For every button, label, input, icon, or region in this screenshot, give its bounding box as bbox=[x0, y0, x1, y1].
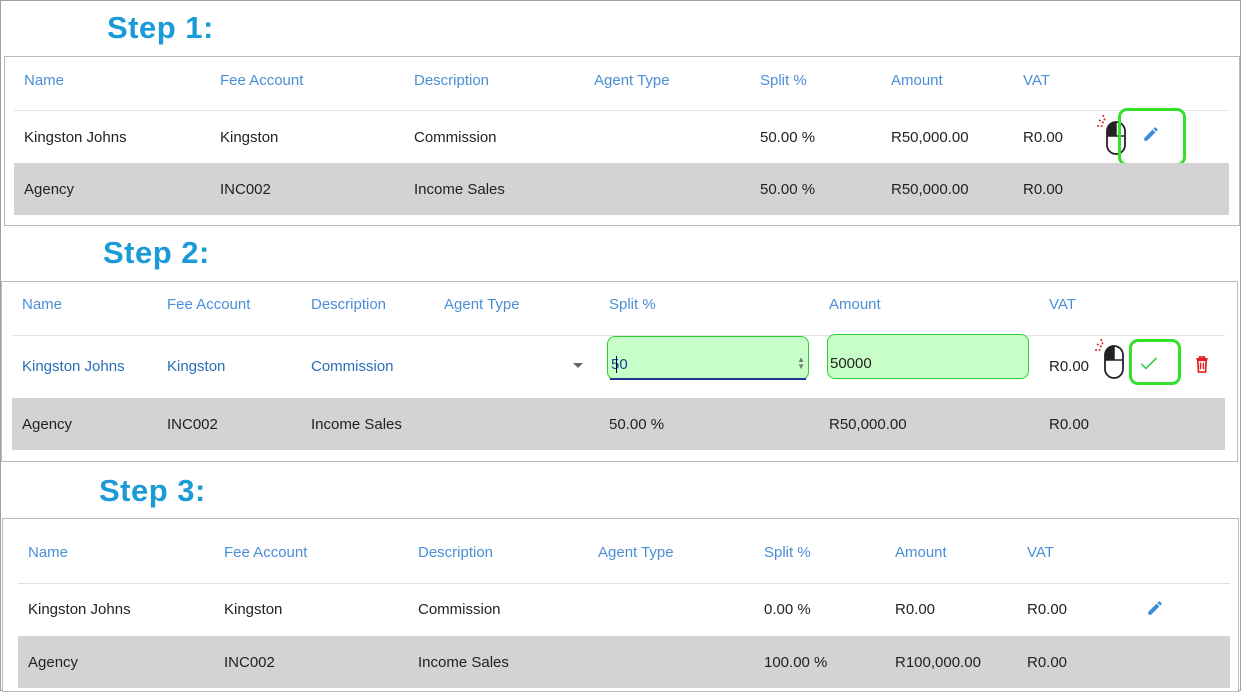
col-fee-account-header: Fee Account bbox=[167, 296, 251, 313]
cell-vat: R0.00 bbox=[1023, 129, 1064, 146]
step1-table: Name Fee Account Description Agent Type … bbox=[4, 56, 1240, 226]
col-split-header: Split % bbox=[760, 72, 807, 89]
cell-vat: R0.00 bbox=[1027, 601, 1068, 618]
col-agent-type-header: Agent Type bbox=[598, 544, 674, 561]
cell-amount: R0.00 bbox=[895, 601, 936, 618]
pencil-icon[interactable] bbox=[1146, 599, 1164, 617]
cell-name: Kingston Johns bbox=[28, 601, 131, 618]
cell-name: Agency bbox=[22, 416, 73, 433]
step2-table: Name Fee Account Description Agent Type … bbox=[1, 281, 1238, 462]
col-vat-header: VAT bbox=[1023, 72, 1050, 89]
col-description-header: Description bbox=[311, 296, 387, 313]
col-vat-header: VAT bbox=[1027, 544, 1054, 561]
cell-vat: R0.00 bbox=[1049, 358, 1090, 375]
step3-title: Step 3: bbox=[99, 473, 206, 508]
col-split-header: Split % bbox=[609, 296, 656, 313]
amount-input-value: 50000 bbox=[830, 355, 872, 372]
pencil-icon[interactable] bbox=[1142, 125, 1160, 143]
table-row: Agency INC002 Income Sales 100.00 % R100… bbox=[18, 636, 1230, 688]
split-input-value: 50 bbox=[611, 356, 628, 373]
cell-fee-account-select[interactable]: Kingston bbox=[167, 358, 226, 375]
col-amount-header: Amount bbox=[891, 72, 943, 89]
cell-amount: R100,000.00 bbox=[895, 654, 981, 671]
col-name-header: Name bbox=[28, 544, 69, 561]
cell-description: Commission bbox=[418, 601, 501, 618]
cell-split: 50.00 % bbox=[609, 416, 665, 433]
dropdown-arrow-icon[interactable] bbox=[572, 362, 584, 370]
mouse-click-icon bbox=[1095, 338, 1124, 379]
cell-description: Income Sales bbox=[311, 416, 402, 433]
cell-fee-account: Kingston bbox=[220, 129, 279, 146]
cell-description-select[interactable]: Commission bbox=[311, 358, 394, 375]
cell-split: 0.00 % bbox=[764, 601, 811, 618]
cell-amount: R50,000.00 bbox=[891, 129, 969, 146]
cell-name: Agency bbox=[24, 181, 75, 198]
cell-amount: R50,000.00 bbox=[891, 181, 969, 198]
cell-fee-account: INC002 bbox=[224, 654, 275, 671]
cell-fee-account: Kingston bbox=[224, 601, 283, 618]
cell-name: Agency bbox=[28, 654, 79, 671]
col-agent-type-header: Agent Type bbox=[444, 296, 520, 313]
cell-split: 50.00 % bbox=[760, 181, 816, 198]
cell-fee-account: INC002 bbox=[167, 416, 218, 433]
split-stepper[interactable]: ▲ ▼ bbox=[797, 355, 805, 371]
check-icon[interactable] bbox=[1140, 356, 1158, 372]
col-name-header: Name bbox=[22, 296, 63, 313]
split-input[interactable]: 50 ▲ ▼ bbox=[607, 336, 809, 380]
step3-table: Name Fee Account Description Agent Type … bbox=[2, 518, 1239, 692]
col-description-header: Description bbox=[418, 544, 494, 561]
cell-split: 50.00 % bbox=[760, 129, 816, 146]
cell-fee-account: INC002 bbox=[220, 181, 271, 198]
col-split-header: Split % bbox=[764, 544, 811, 561]
col-vat-header: VAT bbox=[1049, 296, 1076, 313]
trash-icon[interactable] bbox=[1195, 356, 1209, 373]
cell-vat: R0.00 bbox=[1049, 416, 1090, 433]
cell-vat: R0.00 bbox=[1023, 181, 1064, 198]
cell-vat: R0.00 bbox=[1027, 654, 1068, 671]
col-fee-account-header: Fee Account bbox=[220, 72, 304, 89]
col-amount-header: Amount bbox=[829, 296, 881, 313]
amount-input[interactable]: 50000 bbox=[827, 334, 1029, 379]
table-row: Agency INC002 Income Sales 50.00 % R50,0… bbox=[14, 163, 1229, 215]
table-row: Agency INC002 Income Sales 50.00 % R50,0… bbox=[12, 398, 1225, 450]
col-amount-header: Amount bbox=[895, 544, 947, 561]
cell-description: Income Sales bbox=[414, 181, 505, 198]
col-description-header: Description bbox=[414, 72, 490, 89]
step2-title: Step 2: bbox=[103, 235, 210, 270]
step1-title: Step 1: bbox=[107, 10, 214, 45]
cell-amount: R50,000.00 bbox=[829, 416, 907, 433]
cell-name-select[interactable]: Kingston Johns bbox=[22, 358, 125, 375]
col-name-header: Name bbox=[24, 72, 65, 89]
col-fee-account-header: Fee Account bbox=[224, 544, 308, 561]
col-agent-type-header: Agent Type bbox=[594, 72, 670, 89]
cell-description: Income Sales bbox=[418, 654, 509, 671]
save-button-highlight bbox=[1129, 339, 1181, 385]
cell-description: Commission bbox=[414, 129, 497, 146]
cell-split: 100.00 % bbox=[764, 654, 828, 671]
cell-name: Kingston Johns bbox=[24, 129, 127, 146]
